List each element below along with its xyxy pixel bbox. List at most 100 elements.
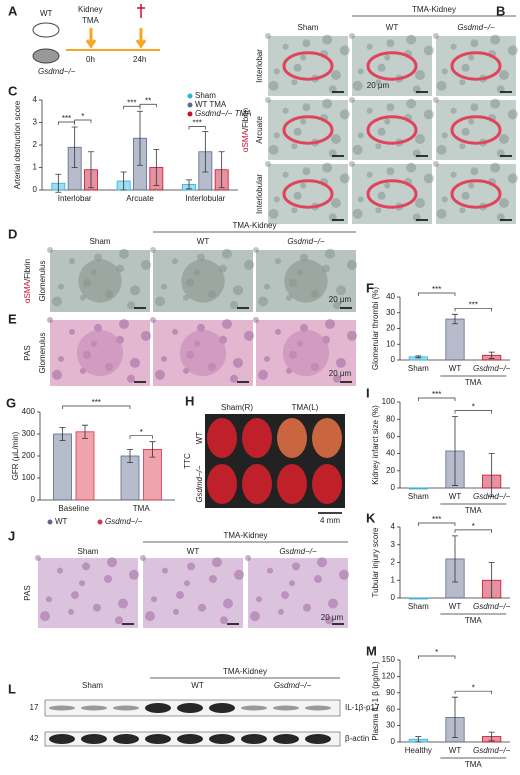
tissue-cell: [68, 608, 74, 615]
legend-entry: Gsdmd−/− TMA: [195, 109, 251, 118]
y-tick-label: 40: [386, 292, 395, 301]
tissue-cell: [140, 555, 146, 561]
y-tick-label: 200: [22, 451, 36, 460]
tissue-cell: [150, 317, 156, 323]
mouse-label: WT: [40, 9, 53, 18]
tissue-cell: [273, 68, 280, 75]
group-label: TMA: [465, 760, 483, 769]
y-tick-label: 0: [391, 355, 396, 364]
tissue-cell: [423, 109, 434, 120]
x-tick-label: Interlobular: [185, 194, 225, 203]
significance-bracket: [139, 103, 157, 108]
error-bar: [452, 313, 458, 325]
tissue-cell: [461, 191, 470, 200]
tissue-cell: [264, 355, 270, 362]
panel-label: F: [366, 280, 374, 295]
significance-bracket: [417, 655, 456, 659]
error-bar: [59, 427, 66, 441]
micrograph: [349, 33, 434, 96]
tissue-cell: [264, 283, 270, 290]
tissue-cell: [268, 144, 279, 155]
tissue-cell: [377, 191, 386, 200]
column-label: Sham: [90, 237, 111, 246]
panel-label: D: [8, 226, 17, 241]
y-tick-label: 100: [382, 397, 396, 406]
mouse-icon: [32, 22, 60, 38]
bar: [408, 597, 428, 600]
column-label: TMA(L): [292, 403, 319, 412]
tissue-cell: [155, 296, 165, 307]
bar: [53, 433, 72, 501]
y-axis-label: Plasma IL-1 β (pg/mL): [371, 661, 380, 741]
tissue-cell: [377, 127, 386, 136]
y-tick-label: 120: [382, 672, 396, 681]
blot-band: [177, 734, 203, 744]
panel-label: G: [6, 395, 16, 410]
mouse-label: Gsdmd−/−: [38, 67, 76, 76]
column-label: Sham: [82, 681, 103, 690]
y-axis-label: Arterial obstruction score: [13, 100, 22, 189]
y-axis-label: GFR (μL/min): [11, 431, 20, 480]
scale-label: 4 mm: [320, 516, 340, 525]
tissue-cell: [52, 369, 62, 380]
stain-label: PAS: [23, 345, 32, 360]
kidney-slice: [277, 464, 307, 504]
blot-band: [241, 734, 267, 744]
legend-entry: WT: [55, 517, 68, 526]
tissue-cell: [349, 161, 355, 167]
error-bar: [452, 535, 458, 583]
micrograph: [433, 97, 518, 160]
tissue-cell: [161, 283, 167, 290]
vessel: [282, 179, 334, 209]
error-bar: [415, 736, 422, 743]
vessel: [366, 115, 418, 145]
tissue-cell: [212, 557, 222, 568]
error-bar: [88, 151, 94, 189]
blot-band: [177, 703, 203, 713]
tissue-cell: [461, 63, 470, 72]
y-axis-label: Kidney infarct size (%): [371, 405, 380, 485]
significance-label: **: [145, 96, 151, 105]
column-label: Sham: [78, 547, 99, 556]
tissue-cell: [328, 598, 338, 609]
y-tick-label: 60: [386, 704, 395, 713]
tissue-cell: [339, 45, 350, 56]
panel-label: H: [185, 393, 194, 408]
tissue-cell: [441, 132, 448, 139]
x-tick-label: Gsdmd−/−: [473, 746, 511, 755]
tissue-cell: [187, 562, 195, 571]
glomerulus: [179, 329, 227, 377]
tissue-cell: [40, 611, 50, 622]
tissue-cell: [470, 167, 479, 176]
row-label: Glomerulus: [38, 333, 47, 374]
significance-bracket: [57, 121, 76, 125]
time-label: 0h: [86, 55, 95, 64]
tissue-cell: [468, 118, 475, 125]
kidney-slice: [242, 464, 272, 504]
tissue-cell: [47, 247, 53, 253]
group-label: TMA-Kidney: [223, 667, 267, 676]
tissue-cell: [461, 127, 470, 136]
tissue-cell: [79, 580, 85, 587]
vessel: [282, 115, 334, 145]
blot-band: [209, 734, 235, 744]
tissue-cell: [265, 33, 271, 39]
tissue-cell: [441, 68, 448, 75]
tissue-cell: [93, 603, 101, 612]
tissue-cell: [233, 285, 243, 296]
blot-band: [305, 705, 331, 711]
significance-label: *: [472, 403, 475, 412]
legend-marker: [47, 519, 53, 525]
tissue-cell: [386, 103, 395, 112]
micrograph: [349, 97, 434, 160]
panel-label: I: [366, 385, 370, 400]
error-bar: [153, 149, 160, 186]
blot-band: [113, 705, 139, 711]
tissue-cell: [375, 143, 382, 150]
stain-label: TTC: [183, 453, 192, 469]
tissue-cell: [490, 34, 501, 45]
tissue-cell: [282, 171, 289, 178]
tissue-cell: [507, 109, 518, 120]
y-tick-label: 150: [382, 655, 396, 664]
